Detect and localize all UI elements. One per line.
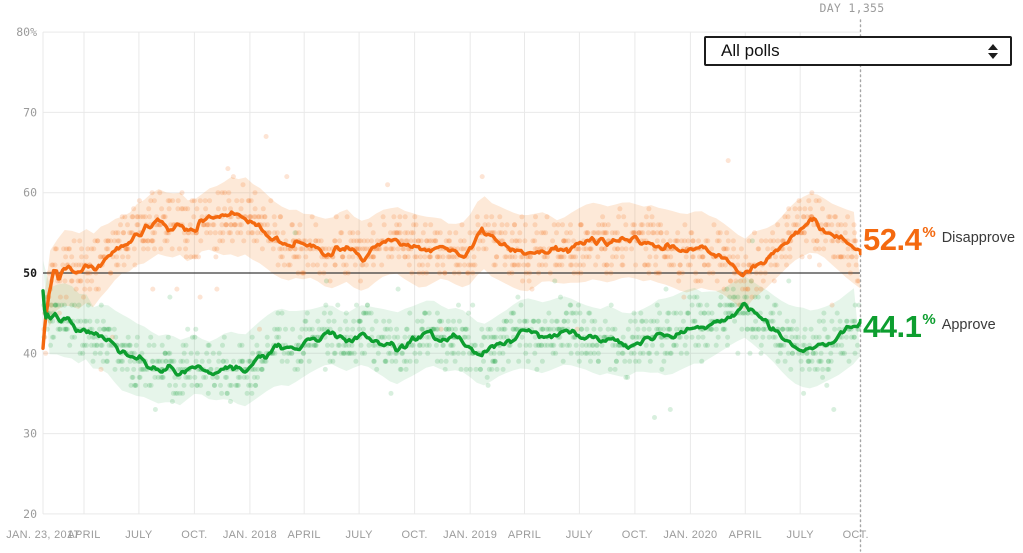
x-tick-label: JAN. 2019	[443, 529, 497, 541]
x-tick-label: OCT.	[401, 529, 427, 541]
x-tick-label: JULY	[566, 529, 594, 541]
approve-percent-sign: %	[922, 311, 936, 328]
approve-value: 44.1	[863, 309, 922, 344]
x-tick-label: JULY	[345, 529, 373, 541]
y-tick-label: 40	[23, 346, 37, 360]
triangle-up-icon	[988, 43, 998, 50]
disapprove-readout: 52.4 % Disapprove	[863, 224, 1015, 255]
y-tick-label: 60	[23, 186, 37, 200]
x-tick-label: OCT.	[843, 529, 869, 541]
x-tick-label: APRIL	[508, 529, 541, 541]
y-tick-label: 70	[23, 105, 37, 119]
y-tick-label: 80%	[16, 25, 37, 39]
disapprove-percent-sign: %	[922, 224, 936, 241]
x-tick-label: JAN. 2020	[663, 529, 717, 541]
disapprove-label: Disapprove	[941, 230, 1016, 246]
x-tick-label: APRIL	[729, 529, 762, 541]
disapprove-value: 52.4	[863, 222, 922, 257]
x-tick-label: JAN. 23, 2017	[6, 529, 80, 541]
x-tick-label: OCT.	[181, 529, 207, 541]
poll-filter-value: All polls	[721, 41, 780, 60]
y-tick-label: 30	[23, 427, 37, 441]
trend-lines	[41, 210, 862, 377]
chart-hover-area[interactable]	[40, 22, 861, 516]
poll-filter-dropdown[interactable]: All polls	[704, 36, 1012, 66]
x-tick-label: APRIL	[288, 529, 321, 541]
y-tick-label: 50	[23, 266, 37, 280]
disapprove-trend-line	[41, 210, 862, 350]
y-tick-label: 20	[23, 507, 37, 521]
approve-label: Approve	[941, 317, 996, 333]
approve-readout: 44.1 % Approve	[863, 311, 996, 342]
triangle-down-icon	[988, 52, 998, 59]
dropdown-arrows-icon	[988, 43, 998, 59]
approve-polls	[41, 230, 862, 420]
x-tick-label: JAN. 2018	[223, 529, 277, 541]
approve-trend-line	[41, 289, 862, 377]
x-tick-label: JULY	[125, 529, 153, 541]
x-tick-label: OCT.	[622, 529, 648, 541]
x-tick-label: JULY	[787, 529, 815, 541]
current-day-label: DAY 1,355	[819, 1, 885, 15]
x-tick-label: APRIL	[67, 529, 100, 541]
